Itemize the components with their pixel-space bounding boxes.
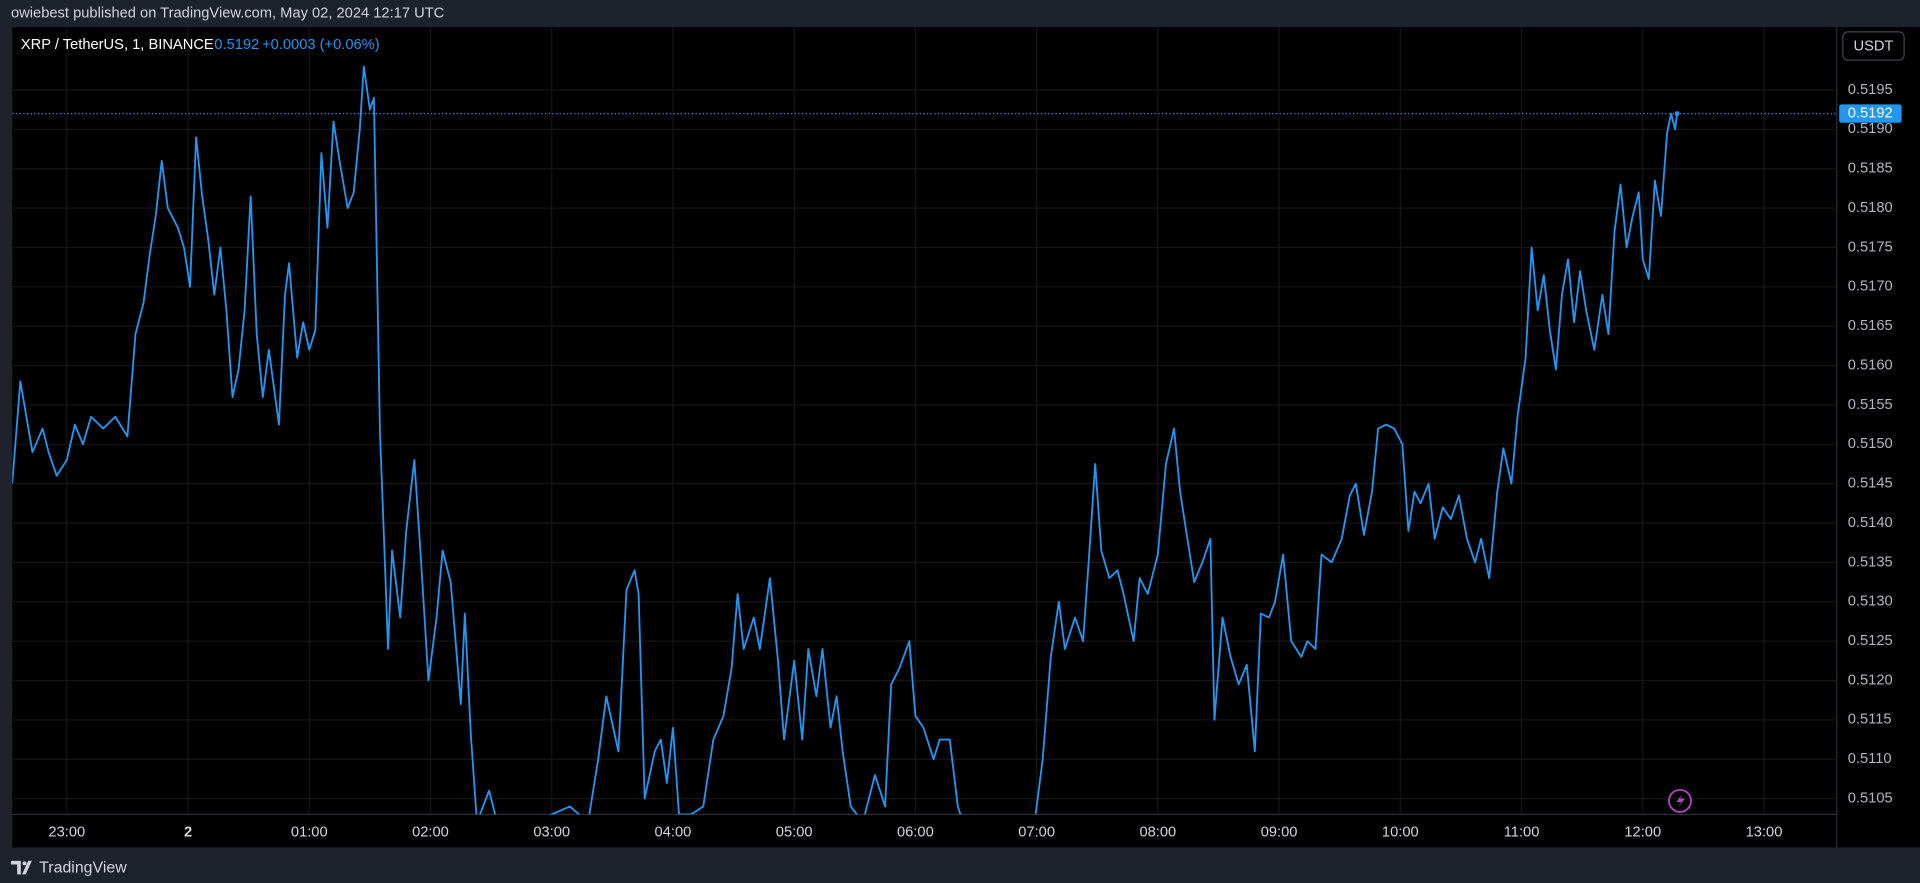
legend-change: +0.0003 (+0.06%) (262, 37, 380, 53)
x-tick-label: 07:00 (1018, 825, 1055, 841)
alert-icon[interactable] (1668, 788, 1692, 813)
plot (12, 65, 1680, 815)
y-tick-label: 0.5165 (1848, 318, 1893, 334)
x-tick-label: 2 (184, 825, 192, 841)
x-tick-label: 06:00 (897, 825, 934, 841)
y-tick-label: 0.5195 (1848, 82, 1893, 98)
attribution: owiebest published on TradingView.com, M… (11, 5, 445, 21)
y-tick-label: 0.5140 (1848, 515, 1893, 531)
y-tick-label: 0.5135 (1848, 554, 1893, 570)
brand: TradingView (39, 859, 127, 876)
x-tick-label: 12:00 (1624, 825, 1661, 841)
alert-bolt (1676, 793, 1685, 809)
y-tick-label: 0.5115 (1848, 712, 1892, 728)
y-tick-label: 0.5110 (1848, 751, 1892, 767)
logo (11, 860, 32, 875)
y-tick-label: 0.5150 (1848, 436, 1893, 452)
y-tick-label: 0.5190 (1848, 121, 1893, 137)
x-tick-label: 09:00 (1261, 825, 1298, 841)
y-tick-label: 0.5170 (1848, 279, 1893, 295)
x-tick-label: 02:00 (412, 825, 449, 841)
x-tick-label: 01:00 (291, 825, 328, 841)
currency[interactable]: USDT (1853, 38, 1893, 54)
grid (12, 27, 1837, 815)
chart-area (12, 27, 1920, 848)
y-tick-label: 0.5185 (1848, 161, 1893, 177)
price-label: 0.5192 (1848, 105, 1893, 121)
y-tick-label: 0.5155 (1848, 397, 1893, 413)
x-tick-label: 11:00 (1504, 825, 1540, 841)
y-tick-label: 0.5105 (1848, 790, 1893, 806)
x-tick-label: 13:00 (1746, 825, 1783, 841)
x-tick-label: 04:00 (655, 825, 692, 841)
y-tick-label: 0.5145 (1848, 476, 1893, 492)
y-tick-label: 0.5125 (1848, 633, 1893, 649)
last-point (1674, 111, 1680, 117)
y-tick-label: 0.5160 (1848, 357, 1893, 373)
x-tick-label: 10:00 (1382, 825, 1419, 841)
x-tick-label: 23:00 (48, 825, 85, 841)
logo-dot (22, 861, 27, 866)
y-tick-label: 0.5120 (1848, 672, 1893, 688)
y-tick-label: 0.5175 (1848, 239, 1893, 255)
legend-price: 0.5192 (214, 37, 259, 53)
y-tick-label: 0.5180 (1848, 200, 1893, 216)
symbol: XRP / TetherUS, 1, BINANCE (21, 37, 214, 53)
x-tick-label: 05:00 (776, 825, 813, 841)
price-line (12, 65, 1679, 815)
price-label-box (1839, 104, 1902, 123)
x-tick-label: 08:00 (1139, 825, 1176, 841)
currency-button[interactable] (1842, 31, 1905, 61)
x-tick-label: 03:00 (533, 825, 570, 841)
y-tick-label: 0.5130 (1848, 594, 1893, 610)
